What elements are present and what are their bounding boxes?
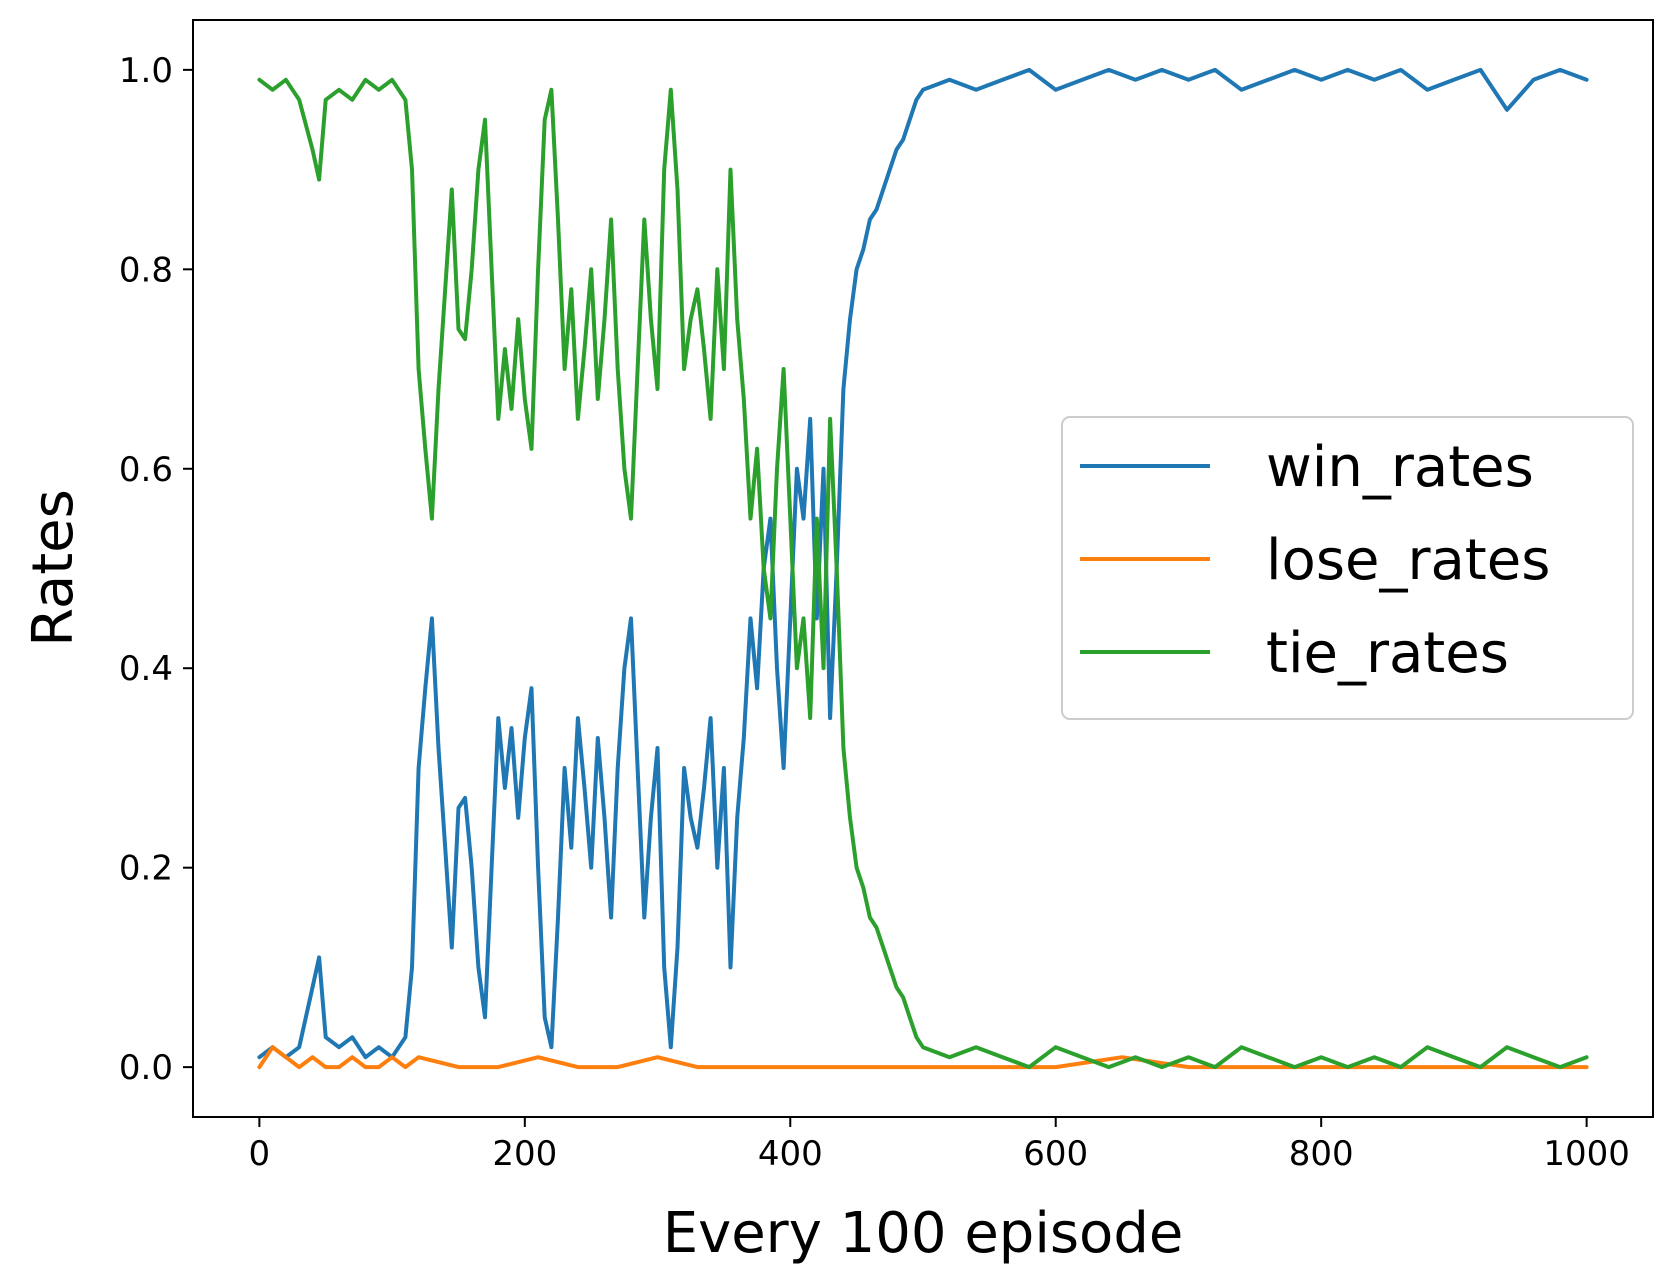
x-tick-label: 800 [1289,1134,1354,1174]
y-tick-label: 1.0 [119,51,173,91]
legend-box [1061,416,1634,720]
y-tick-label: 0.8 [119,250,173,290]
x-tick-label: 0 [249,1134,271,1174]
series-line-lose_rates [257,1045,1589,1070]
y-tick-label: 0.0 [119,1048,173,1088]
y-tick-label: 0.6 [119,450,173,490]
legend-label-tie_rates: tie_rates [1266,621,1509,686]
plot-frame [192,19,1654,1118]
y-axis-label: Rates [21,489,86,647]
x-axis-label: Every 100 episode [663,1201,1184,1266]
legend-items: win_rates lose_rates tie_rates [1080,435,1550,686]
series-line-win_rates [257,67,1589,1060]
y-tick-label: 0.4 [119,649,173,689]
series-layer [257,67,1589,1070]
x-tick-label: 1000 [1543,1134,1630,1174]
legend: win_rates lose_rates tie_rates [1061,416,1634,720]
x-axis-ticks: 0 200 400 600 800 1000 [249,1117,1630,1174]
legend-label-win_rates: win_rates [1266,435,1534,500]
x-tick-label: 600 [1023,1134,1088,1174]
y-axis-ticks: 0.0 0.2 0.4 0.6 0.8 1.0 [119,51,193,1088]
legend-label-lose_rates: lose_rates [1266,528,1550,593]
x-tick-label: 200 [492,1134,557,1174]
y-tick-label: 0.2 [119,849,173,889]
x-tick-label: 400 [758,1134,823,1174]
series-line-tie_rates [257,77,1589,1070]
